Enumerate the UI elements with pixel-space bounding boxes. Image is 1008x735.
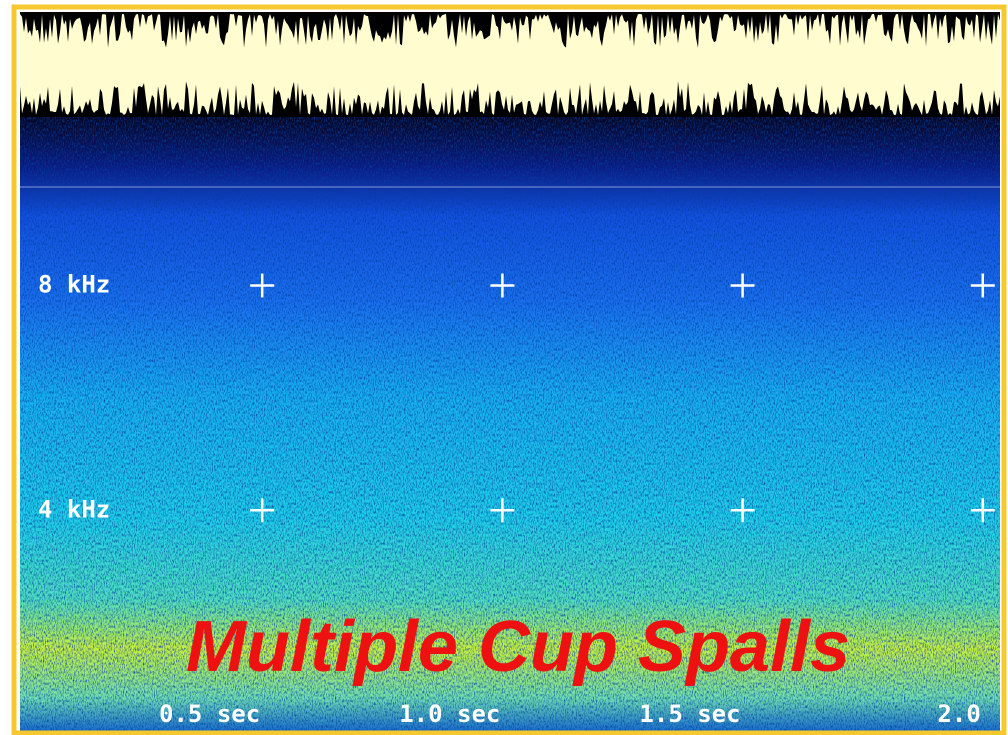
tick-cross (730, 273, 755, 298)
tick-cross (250, 498, 275, 523)
y-tick-label: 4 kHz (38, 495, 110, 523)
tick-cross (970, 273, 995, 298)
spectrogram-noise (20, 117, 1000, 735)
tick-cross (970, 498, 995, 523)
x-tick-label: 1.5 sec (639, 700, 740, 728)
waveform (20, 12, 1000, 117)
waveform-top (20, 12, 1000, 48)
tick-cross (490, 273, 515, 298)
tick-cross (490, 498, 515, 523)
tick-cross (250, 273, 275, 298)
tick-cross (730, 498, 755, 523)
frame (11, 4, 1007, 735)
plot: 4 kHz 8 kHz 0.5 sec 1.0 sec 1.5 sec 2.0 (38, 271, 995, 728)
x-tick-label: 1.0 sec (399, 700, 500, 728)
waveform-bottom (20, 81, 1000, 117)
x-tick-label: 2.0 (937, 700, 980, 728)
y-tick-label: 8 kHz (38, 271, 110, 299)
waveform-band (20, 12, 1000, 117)
x-tick-label: 0.5 sec (159, 700, 260, 728)
chart-title: Multiple Cup Spalls (186, 607, 850, 687)
